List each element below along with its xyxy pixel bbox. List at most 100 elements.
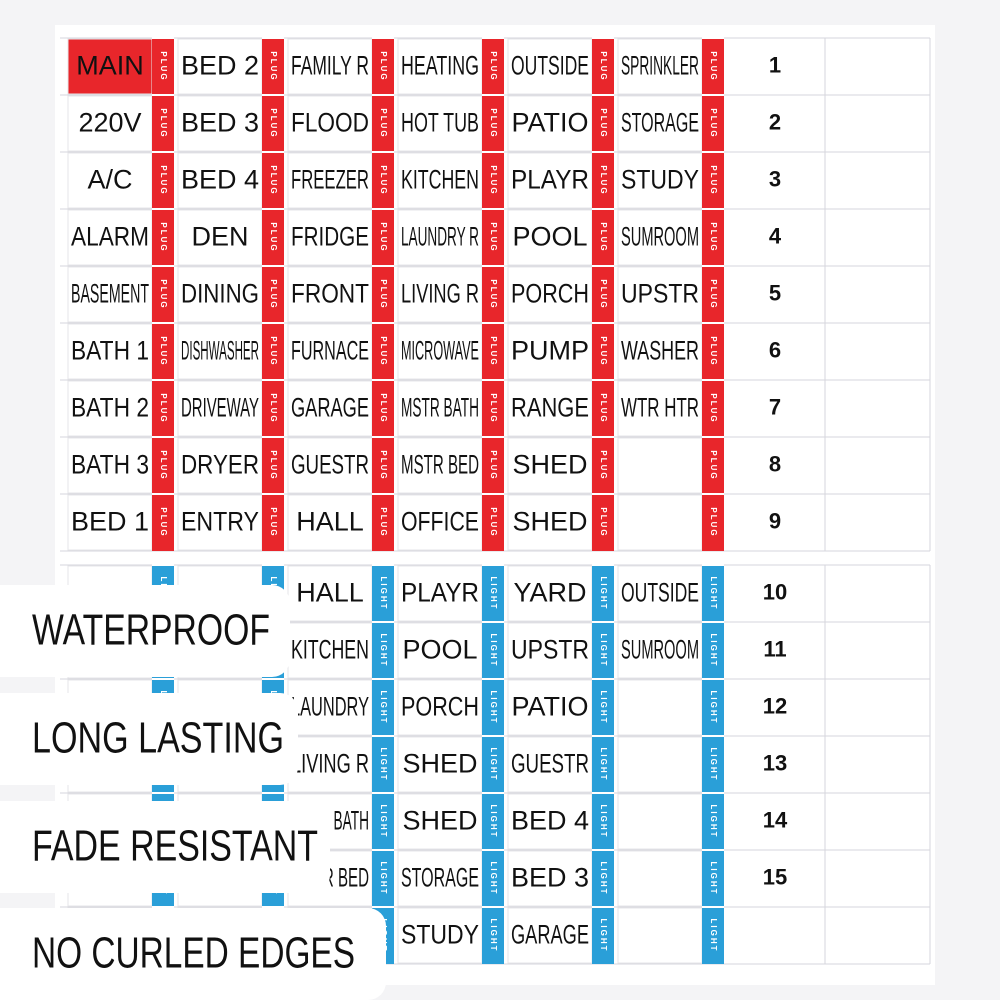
circuit-label: KITCHEN: [291, 635, 369, 665]
circuit-label: MSTR BATH: [401, 393, 479, 423]
tag-strip: [372, 736, 394, 793]
label-cell: [617, 565, 703, 622]
circuit-label: SHED: [402, 749, 477, 779]
label-cell: [287, 209, 373, 266]
tag-strip: [482, 907, 504, 964]
tag-strip: [262, 323, 284, 380]
circuit-number: 11: [763, 636, 786, 661]
tag-text: LIGHT: [379, 634, 388, 668]
label-cell: [617, 793, 703, 850]
tag-text: PLUG: [269, 165, 278, 195]
tag-text: PLUG: [709, 336, 718, 366]
tag-strip: [372, 494, 394, 551]
circuit-label: HALL: [296, 507, 364, 537]
label-cell: [67, 380, 153, 437]
label-cell: [507, 209, 593, 266]
circuit-label: BED 2: [181, 51, 259, 81]
circuit-label: FRONT: [291, 279, 369, 309]
tag-strip: [152, 266, 174, 323]
tag-text: PLUG: [489, 450, 498, 480]
tag-strip: [372, 266, 394, 323]
circuit-label: DINING: [181, 279, 259, 309]
circuit-label: MSTR BED: [401, 450, 479, 480]
label-cell: [397, 494, 483, 551]
tag-strip: [702, 266, 724, 323]
tag-text: PLUG: [599, 336, 608, 366]
tag-strip: [702, 736, 724, 793]
circuit-label: DRIVEWAY: [181, 393, 259, 423]
tag-text: LIGHT: [709, 577, 718, 611]
tag-text: PLUG: [269, 507, 278, 537]
circuit-label: GARAGE: [291, 393, 369, 423]
tag-strip: [592, 565, 614, 622]
circuit-number: 13: [763, 750, 787, 775]
tag-strip: [482, 850, 504, 907]
label-cell: [507, 736, 593, 793]
tag-strip: [592, 907, 614, 964]
tag-text: PLUG: [599, 108, 608, 138]
tag-text: PLUG: [379, 336, 388, 366]
tag-text: PLUG: [379, 108, 388, 138]
circuit-label: LAUNDRY R: [401, 222, 479, 252]
tag-text: PLUG: [599, 51, 608, 81]
circuit-label: BED 4: [181, 165, 259, 195]
tag-strip: [372, 793, 394, 850]
tag-text: PLUG: [379, 450, 388, 480]
tag-strip: [482, 266, 504, 323]
tag-text: PLUG: [269, 279, 278, 309]
circuit-label: UPSTR: [621, 279, 699, 309]
tag-text: PLUG: [269, 51, 278, 81]
tag-strip: [482, 95, 504, 152]
label-cell: [617, 494, 703, 551]
label-cell: [397, 95, 483, 152]
tag-strip: [482, 736, 504, 793]
tag-strip: [372, 380, 394, 437]
tag-text: LIGHT: [379, 577, 388, 611]
tag-strip: [592, 494, 614, 551]
circuit-label: PORCH: [511, 279, 589, 309]
tag-strip: [372, 38, 394, 95]
tag-text: LIGHT: [379, 748, 388, 782]
tag-strip: [372, 209, 394, 266]
tag-text: LIGHT: [709, 862, 718, 896]
circuit-label: ALARM: [71, 222, 149, 252]
tag-text: PLUG: [159, 393, 168, 423]
tag-strip: [702, 622, 724, 679]
tag-strip: [262, 152, 284, 209]
circuit-number: 12: [763, 693, 787, 718]
circuit-label: HOT TUB: [401, 108, 479, 138]
label-cell: [287, 323, 373, 380]
tag-strip: [482, 380, 504, 437]
circuit-label: GARAGE: [511, 920, 589, 950]
circuit-number: 1: [769, 52, 781, 77]
label-cell: [287, 95, 373, 152]
circuit-label: PATIO: [511, 108, 588, 138]
circuit-label: FAMILY R: [291, 51, 369, 81]
circuit-label: RANGE: [511, 393, 589, 423]
tag-strip: [592, 380, 614, 437]
tag-text: PLUG: [269, 393, 278, 423]
tag-strip: [592, 323, 614, 380]
tag-strip: [262, 38, 284, 95]
circuit-label: UPSTR: [511, 635, 589, 665]
circuit-number: 14: [763, 807, 788, 832]
tag-strip: [482, 152, 504, 209]
circuit-label: A/C: [87, 165, 132, 195]
tag-text: LIGHT: [489, 691, 498, 725]
label-cell: [507, 679, 593, 736]
tag-strip: [482, 793, 504, 850]
tag-text: PLUG: [599, 222, 608, 252]
circuit-label: BED 3: [181, 108, 259, 138]
tag-text: PLUG: [489, 393, 498, 423]
tag-strip: [482, 209, 504, 266]
tag-strip: [592, 793, 614, 850]
tag-strip: [702, 95, 724, 152]
label-cell: [287, 736, 373, 793]
tag-strip: [702, 679, 724, 736]
circuit-label: POOL: [402, 635, 477, 665]
circuit-label: GUESTR: [291, 450, 369, 480]
tag-text: LIGHT: [379, 805, 388, 839]
label-cell: [177, 95, 263, 152]
circuit-label: KITCHEN: [401, 165, 479, 195]
